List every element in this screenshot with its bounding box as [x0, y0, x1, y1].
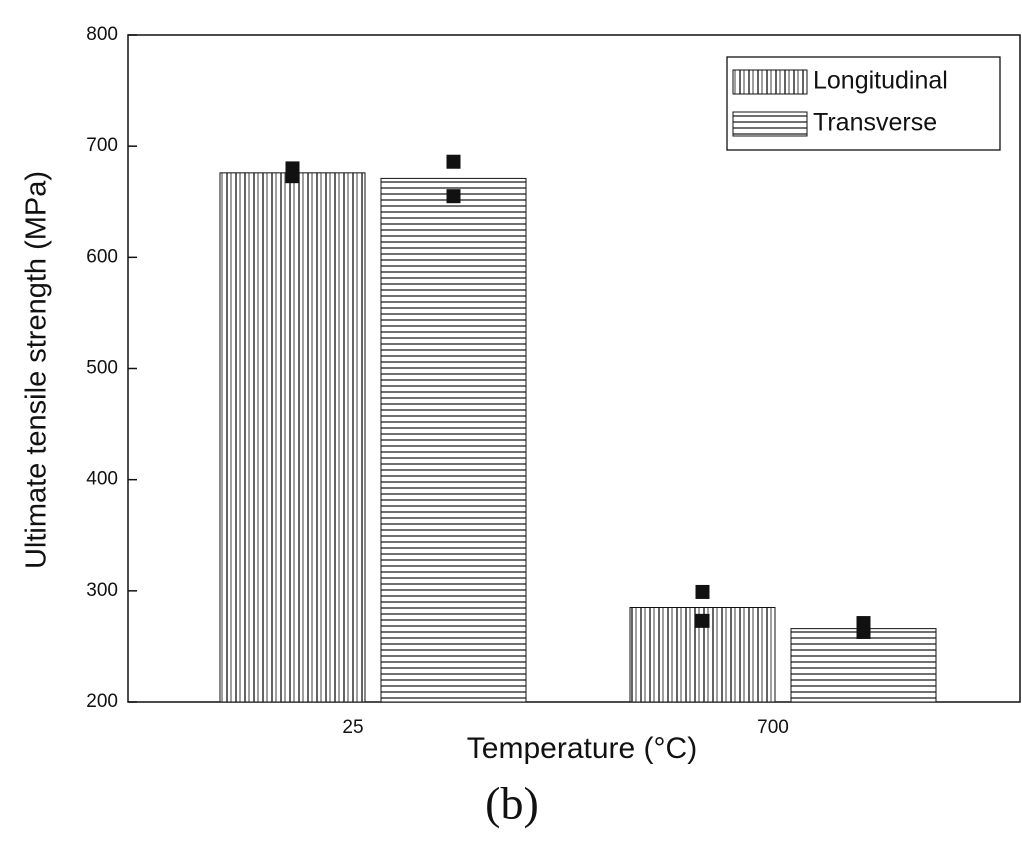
- bar: [380, 177, 527, 703]
- y-tick-label: 300: [86, 580, 118, 601]
- bar: [790, 628, 937, 703]
- legend-swatch: [732, 111, 808, 137]
- y-tick-label: 200: [86, 691, 118, 712]
- chart-title: (b): [485, 778, 539, 829]
- data-point: [446, 189, 461, 204]
- data-point: [285, 169, 300, 184]
- y-tick-label: 600: [86, 246, 118, 267]
- y-tick-label: 800: [86, 24, 118, 45]
- data-point: [856, 624, 871, 639]
- legend-swatch: [732, 69, 808, 95]
- y-tick-label: 400: [86, 469, 118, 490]
- x-axis-label: Temperature (°C): [467, 732, 697, 765]
- x-tick-label: 25: [342, 717, 363, 738]
- bar: [219, 172, 366, 703]
- x-tick-label: 700: [757, 717, 789, 738]
- y-axis-label: Ultimate tensile strength (MPa): [21, 171, 53, 569]
- data-point: [446, 154, 461, 169]
- legend-label: Transverse: [813, 109, 937, 137]
- data-point: [695, 613, 710, 628]
- y-tick-label: 700: [86, 135, 118, 156]
- y-tick-label: 500: [86, 358, 118, 379]
- legend-label: Longitudinal: [813, 67, 948, 95]
- data-point: [695, 584, 710, 599]
